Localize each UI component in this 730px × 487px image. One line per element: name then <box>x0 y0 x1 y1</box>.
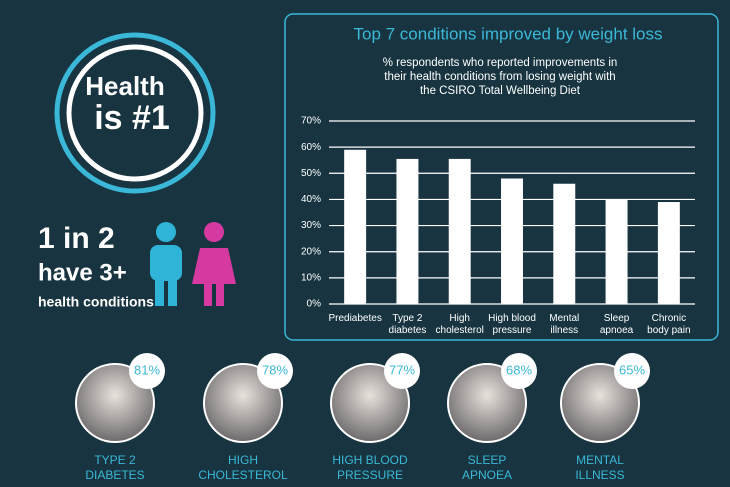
percent-value: 77% <box>389 362 415 377</box>
y-tick-label: 20% <box>301 246 321 257</box>
person-icon <box>192 222 236 306</box>
x-tick-label: Chronic body pain <box>647 313 691 336</box>
badge-outer <box>54 32 216 194</box>
stat-line2: have 3+ <box>38 259 127 286</box>
x-tick-label: Prediabetes <box>328 313 382 324</box>
x-tick-label: Sleep apnoea <box>599 313 634 336</box>
bar <box>657 202 680 304</box>
percent-badge <box>257 353 293 389</box>
percent-value: 68% <box>506 362 532 377</box>
chart-title: Top 7 conditions improved by weight loss <box>354 24 663 43</box>
stat-line1: 1 in 2 <box>38 222 115 255</box>
y-tick-label: 10% <box>301 272 321 283</box>
bar <box>396 158 419 304</box>
bar <box>448 158 471 304</box>
condition-label: TYPE 2 DIABETES <box>85 453 145 482</box>
condition-label: MENTAL ILLNESS <box>575 453 625 482</box>
percent-badge <box>384 353 420 389</box>
x-tick-label: High blood pressure <box>488 313 536 336</box>
percent-badge <box>129 353 165 389</box>
stat-line3: health conditions <box>38 294 154 310</box>
y-tick-label: 0% <box>307 299 322 310</box>
y-tick-label: 70% <box>301 116 321 127</box>
badge-line2: is #1 <box>94 99 170 137</box>
person-icon <box>150 222 182 306</box>
y-tick-label: 50% <box>301 168 321 179</box>
chart-subtitle: % respondents who reported improvements … <box>382 57 618 97</box>
x-tick-label: Mental illness <box>549 313 580 336</box>
percent-value: 78% <box>262 362 288 377</box>
x-tick-label: Type 2 diabetes <box>388 313 427 336</box>
condition-label: HIGH BLOOD PRESSURE <box>332 453 408 482</box>
percent-badge <box>614 353 650 389</box>
y-tick-label: 60% <box>301 142 321 153</box>
condition-label: SLEEP APNOEA <box>461 453 512 482</box>
y-tick-label: 30% <box>301 220 321 231</box>
percent-value: 65% <box>619 362 645 377</box>
bar <box>501 178 523 304</box>
y-tick-label: 40% <box>301 194 321 205</box>
bar <box>344 149 367 304</box>
badge-line1: Health <box>85 71 164 101</box>
percent-badge <box>501 353 537 389</box>
badge-ring <box>66 44 204 182</box>
percent-value: 81% <box>134 362 160 377</box>
condition-label: HIGH CHOLESTEROL <box>198 453 288 482</box>
bar <box>605 199 628 304</box>
bar <box>553 183 576 304</box>
x-tick-label: High cholesterol <box>435 313 484 336</box>
